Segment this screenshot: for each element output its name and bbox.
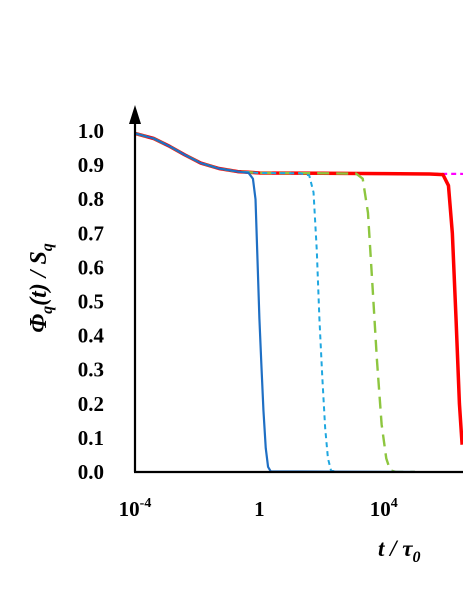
- y-tick-label: 0.4: [78, 324, 105, 348]
- x-axis-title: t / τ0: [378, 536, 421, 566]
- x-tick-base: 10: [370, 497, 391, 521]
- x-tick-base: 1: [254, 497, 265, 521]
- x-tick-labels: 10-4 1 104: [119, 496, 398, 521]
- x-tick-exponent: 4: [391, 496, 398, 511]
- x-tick-label: 10-4: [119, 496, 152, 521]
- y-tick-label: 0.3: [78, 358, 104, 382]
- y-title-part-1: q: [39, 306, 56, 314]
- series-line-4: [136, 131, 463, 445]
- y-tick-label: 0.8: [78, 187, 104, 211]
- y-tick-label: 0.6: [78, 255, 104, 279]
- series-layer: [136, 131, 463, 473]
- y-axis-title: Φq(t) / Sq: [26, 243, 56, 333]
- y-tick-label: 0.9: [78, 153, 104, 177]
- x-tick-label: 104: [370, 496, 398, 521]
- series-line-3: [136, 132, 415, 473]
- y-tick-label: 0.1: [78, 426, 104, 450]
- x-tick-label: 1: [254, 497, 265, 521]
- x-tick-base: 10: [119, 497, 140, 521]
- y-title-part-0: Φ: [26, 314, 52, 333]
- y-axis-arrow: [129, 105, 141, 124]
- y-tick-label: 0.0: [78, 460, 104, 484]
- y-tick-label: 0.2: [78, 392, 104, 416]
- x-title-main: t / τ: [378, 536, 413, 561]
- x-title-sub: 0: [413, 549, 421, 566]
- y-title-part-2: (t) / S: [26, 251, 52, 306]
- y-tick-labels: 0.0 0.1 0.2 0.3 0.4 0.5 0.6 0.7 0.8 0.9 1.0: [78, 119, 105, 484]
- y-title-part-3: q: [39, 243, 56, 251]
- x-tick-exponent: -4: [140, 496, 152, 511]
- series-line-1: [136, 132, 415, 473]
- y-tick-label: 0.5: [78, 290, 104, 314]
- y-tick-label: 0.7: [78, 221, 104, 245]
- y-tick-label: 1.0: [78, 119, 104, 143]
